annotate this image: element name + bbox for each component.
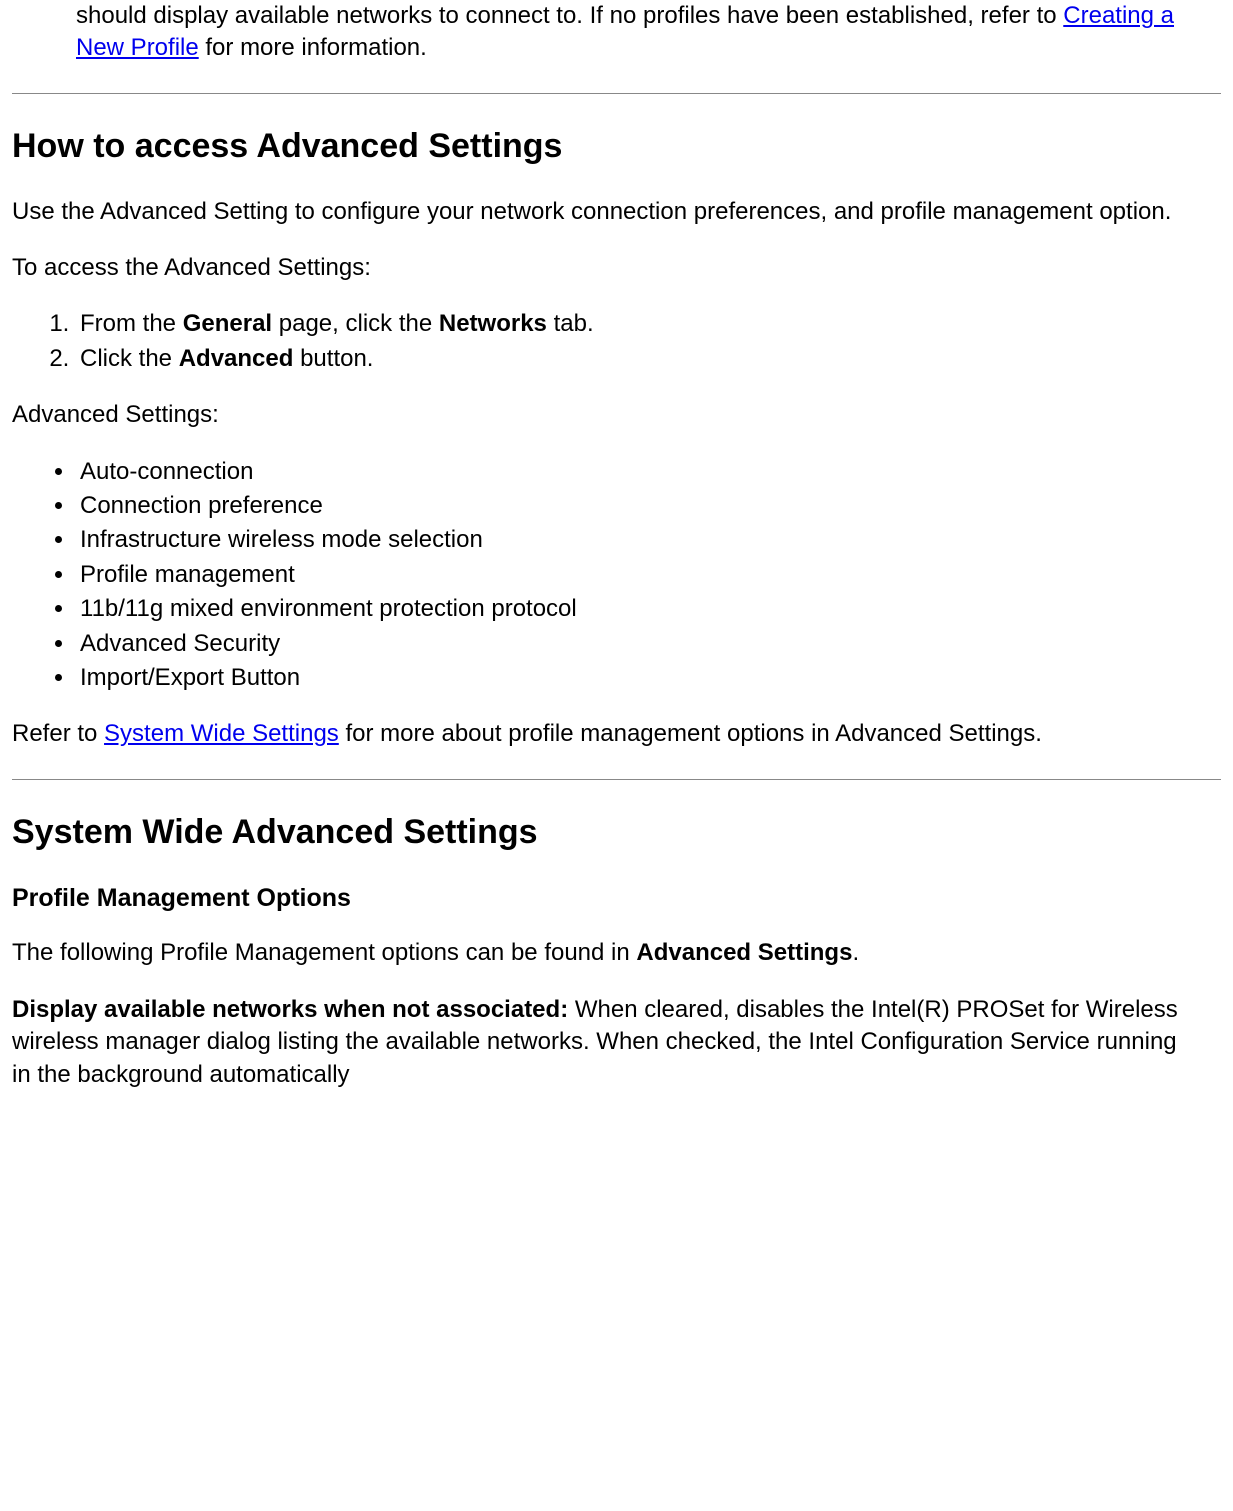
list-item: Advanced Security — [76, 628, 1221, 660]
system-intro-paragraph: The following Profile Management options… — [12, 937, 1192, 969]
list-item: Infrastructure wireless mode selection — [76, 524, 1221, 556]
list-item: Import/Export Button — [76, 662, 1221, 694]
section-divider — [12, 93, 1221, 94]
step-item: From the General page, click the Network… — [76, 308, 1221, 340]
system-intro-bold: Advanced Settings — [636, 939, 852, 966]
step-bold: Advanced — [179, 345, 294, 372]
step-text: button. — [293, 345, 373, 372]
step-text: From the — [80, 310, 183, 337]
advanced-intro-paragraph: Use the Advanced Setting to configure yo… — [12, 196, 1192, 228]
system-intro-text: The following Profile Management options… — [12, 939, 636, 966]
step-text: tab. — [547, 310, 594, 337]
advanced-refer-paragraph: Refer to System Wide Settings for more a… — [12, 718, 1192, 750]
option-lead: Display available networks when not asso… — [12, 996, 575, 1023]
refer-post-text: for more about profile management option… — [339, 720, 1042, 747]
step-bold: Networks — [439, 310, 547, 337]
intro-post-text: for more information. — [199, 34, 427, 61]
system-wide-heading: System Wide Advanced Settings — [12, 810, 1221, 856]
option-display-networks: Display available networks when not asso… — [12, 994, 1192, 1091]
advanced-settings-list: Auto-connection Connection preference In… — [52, 456, 1221, 695]
section-divider — [12, 779, 1221, 780]
list-item: 11b/11g mixed environment protection pro… — [76, 593, 1221, 625]
advanced-access-steps: From the General page, click the Network… — [52, 308, 1221, 375]
list-item: Profile management — [76, 559, 1221, 591]
advanced-settings-heading: How to access Advanced Settings — [12, 124, 1221, 170]
step-item: Click the Advanced button. — [76, 343, 1221, 375]
intro-pre-text: should display available networks to con… — [76, 2, 1063, 29]
step-text: page, click the — [272, 310, 439, 337]
step-bold: General — [183, 310, 272, 337]
intro-fragment: should display available networks to con… — [76, 0, 1176, 65]
advanced-access-label: To access the Advanced Settings: — [12, 252, 1192, 284]
system-wide-settings-link[interactable]: System Wide Settings — [104, 720, 339, 747]
system-intro-text: . — [852, 939, 859, 966]
list-item: Auto-connection — [76, 456, 1221, 488]
step-text: Click the — [80, 345, 179, 372]
refer-pre-text: Refer to — [12, 720, 104, 747]
profile-management-subheading: Profile Management Options — [12, 882, 1221, 916]
advanced-settings-list-label: Advanced Settings: — [12, 399, 1192, 431]
list-item: Connection preference — [76, 490, 1221, 522]
